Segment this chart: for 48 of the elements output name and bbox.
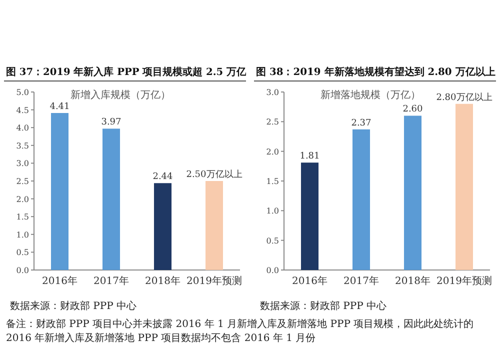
bar	[205, 181, 224, 270]
bar	[102, 128, 120, 270]
data-label: 3.97	[101, 118, 122, 128]
data-label: 2.60	[402, 104, 424, 115]
bar	[404, 116, 422, 270]
x-tick-label: 2018年	[145, 275, 180, 287]
text: 备注：财政部 PPP 项目中心并未披露 2016 年 1 月新增入库及新增落地 PPP 项目规模，因此此处统计的 2016 年新增入库及新增落地 PPP 项目数据均不包含 2016 年 1 月份	[6, 318, 475, 346]
y-tick-label: 2.0	[16, 194, 29, 204]
y-tick-label: 2.5	[266, 118, 279, 127]
y-tick-label: 5.0	[16, 88, 29, 97]
bar	[50, 113, 69, 270]
y-tick-label: 3.5	[16, 141, 29, 150]
x-tick-label: 2019年预测	[436, 275, 492, 287]
data-label: 2.50万亿以上	[186, 169, 242, 180]
y-tick-label: 2.5	[16, 177, 29, 186]
data-label: 2.44	[152, 172, 174, 182]
data-label: 1.81	[300, 152, 320, 162]
bar	[455, 104, 474, 270]
x-tick-label: 2019年预测	[186, 275, 242, 287]
y-tick-label: 0.5	[266, 236, 279, 246]
source-note: 数据来源：财政部 PPP 中心	[259, 300, 388, 314]
bar	[300, 162, 319, 270]
data-label: 2.37	[351, 118, 372, 128]
y-tick-label: 2.0	[266, 147, 279, 156]
y-tick-label: 0.5	[16, 248, 29, 258]
y-tick-label: 0.0	[16, 266, 29, 275]
y-tick-label: 1.0	[266, 206, 279, 216]
annotation: 新增落地规模（万亿）	[320, 89, 421, 101]
y-tick-label: 1.5	[16, 212, 29, 222]
data-label: 4.41	[50, 102, 70, 112]
annotation: 新增入库规模（万亿）	[70, 89, 171, 101]
source-note: 数据来源：财政部 PPP 中心	[9, 300, 138, 314]
y-tick-label: 4.5	[16, 106, 29, 115]
y-tick-label: 3.0	[266, 88, 279, 97]
x-tick-label: 2017年	[344, 275, 379, 287]
y-tick-label: 4.0	[16, 124, 29, 133]
y-tick-label: 0.0	[266, 266, 279, 275]
chart-title: 图 38：2019 年新落地规模有望达到 2.80 万亿以上	[256, 66, 496, 78]
x-tick-label: 2016年	[292, 275, 328, 287]
y-tick-label: 3.0	[16, 159, 29, 168]
y-tick-label: 1.0	[16, 230, 29, 240]
y-tick-label: 1.5	[266, 177, 279, 186]
x-tick-label: 2017年	[94, 275, 129, 287]
x-tick-label: 2018年	[395, 275, 430, 287]
x-tick-label: 2016年	[42, 275, 78, 287]
data-label: 2.80万亿以上	[436, 92, 492, 103]
bar	[352, 129, 370, 270]
bar	[154, 183, 172, 270]
